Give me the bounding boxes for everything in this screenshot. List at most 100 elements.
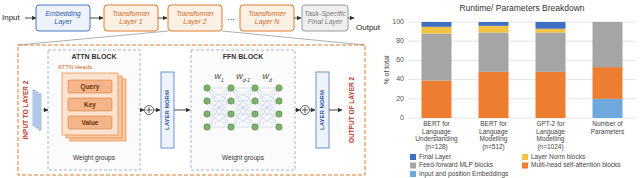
ffn-edge xyxy=(207,88,231,89)
text-line: Layer xyxy=(54,18,72,26)
ffn-block xyxy=(191,50,295,170)
token-vector xyxy=(33,90,35,126)
ffn-node xyxy=(276,85,282,91)
weight-sub: 1 xyxy=(221,77,224,83)
bar-segment xyxy=(479,26,509,33)
text-line: (n=128) xyxy=(425,143,448,151)
layer-label: EmbeddingLayer xyxy=(45,10,81,26)
input-to-layer-label: INPUT TO LAYER 2 xyxy=(22,80,29,139)
text-line: Final Layer xyxy=(308,18,343,26)
ffn-edge xyxy=(255,127,279,128)
bar-segment xyxy=(536,22,566,29)
legend-swatch xyxy=(522,154,528,160)
legend-label: Layer Norm blocks xyxy=(531,153,586,161)
legend: Final Layer Layer Norm blocks Feed-forward… xyxy=(410,153,621,178)
category-label: BERT forLanguageUnderstanding(n=128) xyxy=(415,120,458,151)
qkv-box xyxy=(68,98,112,111)
ffn-edge xyxy=(207,88,231,114)
category-label: GPT-2 forLanguageModelling(n=1024) xyxy=(536,120,565,151)
legend-label: Feed-forward MLP blocks xyxy=(419,161,494,168)
text-line: Transformer xyxy=(112,10,150,17)
weight-label: Wd xyxy=(262,73,272,83)
legend-label: Multi-head self-attention blocks xyxy=(531,161,621,168)
ffn-node xyxy=(228,85,234,91)
ffn-edge xyxy=(255,114,279,127)
legend-label: Final Layer xyxy=(419,153,452,161)
ffn-node xyxy=(252,98,258,104)
zoom-line xyxy=(222,31,365,45)
layer-norm-label: LAYER NORM xyxy=(319,90,325,130)
ffn-edge xyxy=(231,101,255,127)
ffn-edge xyxy=(207,88,231,127)
output-label: Output xyxy=(356,23,381,32)
ffn-edge xyxy=(231,127,255,128)
y-tick-label: 100 xyxy=(392,18,404,25)
qkv-label: Query xyxy=(81,83,100,91)
category-label: BERT forLanguageModelling(n=512) xyxy=(479,120,508,151)
ffn-node xyxy=(228,124,234,130)
text-line: Layer N xyxy=(255,18,280,26)
layer-box xyxy=(104,5,158,31)
ffn-edge xyxy=(231,114,255,127)
weight-groups-label: Weight groups xyxy=(222,154,265,162)
bar-segment xyxy=(479,22,509,26)
ellipsis: ... xyxy=(227,12,235,22)
ffn-edge xyxy=(255,88,279,114)
arrow xyxy=(154,110,160,111)
bar-segment xyxy=(536,29,566,33)
category-label: Number ofParameters xyxy=(591,120,625,135)
legend-swatch xyxy=(410,171,416,177)
bar-segment xyxy=(479,72,509,118)
plus-v xyxy=(149,107,150,113)
attn-head-card xyxy=(62,73,118,135)
legend-label: Input and position Embeddings xyxy=(419,170,509,178)
input-label: Input xyxy=(2,13,21,22)
ffn-edge xyxy=(255,88,279,101)
ffn-edge xyxy=(255,101,279,127)
layer-norm-label: LAYER NORM xyxy=(164,90,170,130)
ffn-edge xyxy=(207,88,231,114)
text-line: BERT for xyxy=(480,120,507,127)
text-line: Layer 1 xyxy=(119,18,142,26)
ffn-node xyxy=(252,124,258,130)
weight-sub: d xyxy=(269,77,272,83)
legend-swatch xyxy=(410,163,416,169)
ffn-node xyxy=(276,111,282,117)
ffn-edge xyxy=(231,88,255,114)
ffn-edge xyxy=(207,101,231,127)
bar-segment xyxy=(422,34,452,81)
bar-segment xyxy=(593,22,623,23)
text-line: Number of xyxy=(592,120,623,127)
ffn-node xyxy=(204,98,210,104)
ffn-edge xyxy=(231,88,255,101)
qkv-box xyxy=(68,80,112,93)
layer-label: TransformerLayer 1 xyxy=(112,10,150,26)
layer-detail-box xyxy=(18,45,365,175)
text-line: Transformer xyxy=(248,10,286,17)
bar-segment xyxy=(536,72,566,118)
output-of-layer-label: OUTPUT OF LAYER 2 xyxy=(348,77,355,144)
ffn-edge xyxy=(255,88,279,127)
y-tick-label: 60 xyxy=(396,56,404,63)
y-tick-label: 40 xyxy=(396,75,404,82)
ffn-edge xyxy=(207,114,231,127)
bar-segment xyxy=(479,33,509,72)
chart: Runtime/ Parameters Breakdown% of total0… xyxy=(383,3,636,178)
ffn-edge xyxy=(255,114,279,127)
token-vector xyxy=(39,94,41,130)
ffn-edge xyxy=(207,114,231,127)
arrow xyxy=(310,110,315,111)
ffn-edge xyxy=(255,88,279,101)
chart-title: Runtime/ Parameters Breakdown xyxy=(459,3,584,13)
ffn-edge xyxy=(255,101,279,127)
bar-segment xyxy=(593,67,623,99)
qkv-label: Value xyxy=(82,119,99,126)
ffn-node xyxy=(276,124,282,130)
zoom-line xyxy=(18,31,168,45)
residual-add xyxy=(145,106,154,115)
bar-segment xyxy=(593,99,623,118)
arrow xyxy=(43,110,48,111)
layer-label: Task-SpecificFinal Layer xyxy=(304,10,346,26)
legend-swatch xyxy=(410,154,416,160)
ffn-node xyxy=(252,111,258,117)
